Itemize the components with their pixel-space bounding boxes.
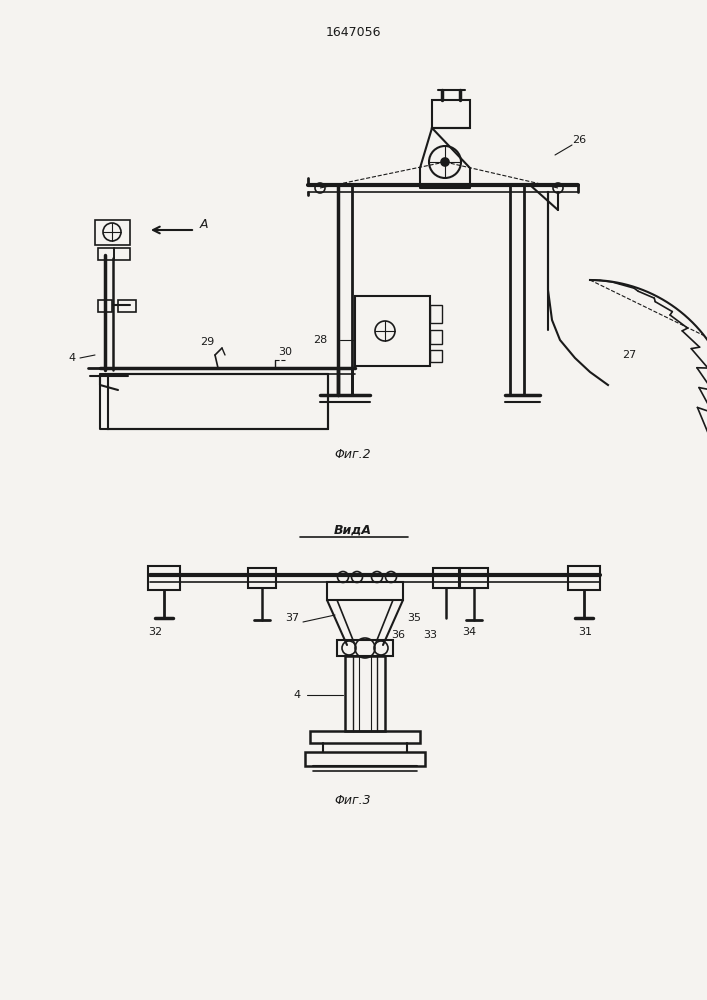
- Bar: [98, 248, 114, 260]
- Bar: [327, 582, 403, 600]
- Text: 4: 4: [293, 690, 300, 700]
- Text: 1647056: 1647056: [325, 25, 381, 38]
- Bar: [305, 752, 425, 766]
- Bar: [430, 350, 442, 362]
- Bar: [432, 100, 470, 128]
- Bar: [118, 300, 136, 312]
- Bar: [355, 296, 430, 366]
- Text: 32: 32: [148, 627, 162, 637]
- Text: 33: 33: [423, 630, 437, 640]
- Text: 31: 31: [578, 627, 592, 637]
- Bar: [98, 300, 112, 312]
- Bar: [148, 566, 180, 590]
- Bar: [95, 220, 130, 245]
- Text: A: A: [200, 219, 209, 232]
- Bar: [108, 374, 328, 429]
- Text: 28: 28: [313, 335, 327, 345]
- Bar: [433, 568, 459, 588]
- Text: 37: 37: [285, 613, 299, 623]
- Bar: [248, 568, 276, 588]
- Text: ВидA: ВидA: [334, 524, 372, 536]
- Bar: [337, 640, 393, 656]
- Text: 26: 26: [572, 135, 586, 145]
- Text: Φиг.2: Φиг.2: [334, 448, 371, 462]
- Text: 4: 4: [68, 353, 75, 363]
- Text: 30: 30: [278, 347, 292, 357]
- Bar: [460, 568, 488, 588]
- Bar: [430, 305, 442, 323]
- Text: 27: 27: [622, 350, 636, 360]
- Bar: [114, 248, 130, 260]
- Text: 36: 36: [391, 630, 405, 640]
- Text: 29: 29: [200, 337, 214, 347]
- Bar: [568, 566, 600, 590]
- Bar: [345, 656, 385, 731]
- Text: 34: 34: [462, 627, 476, 637]
- Text: 35: 35: [407, 613, 421, 623]
- Bar: [310, 731, 420, 743]
- Bar: [430, 330, 442, 344]
- Circle shape: [441, 158, 449, 166]
- Text: Φиг.3: Φиг.3: [334, 794, 371, 806]
